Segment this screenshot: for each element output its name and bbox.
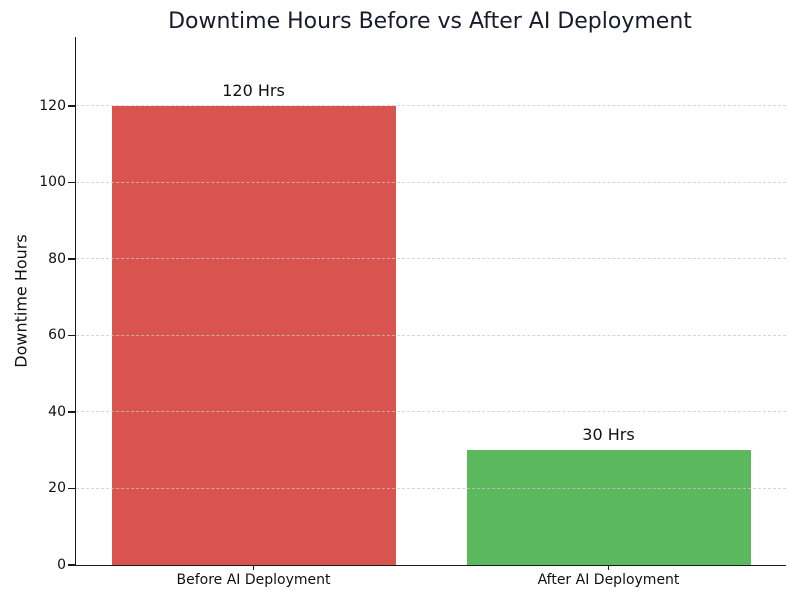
y-tick-label-20: 20 [48,480,66,497]
x-tick-label-after-ai-deployment: After AI Deployment [537,572,680,588]
bar-value-label-after-ai-deployment: 30 Hrs [582,425,635,445]
y-tick-label-40: 40 [48,403,66,420]
gridline-y-100 [76,181,786,183]
gridline-y-80 [76,258,786,260]
y-tick-mark [67,334,75,337]
plot-area: 120 Hrs Before AI Deployment 30 Hrs After A… [39,37,786,588]
y-tick-label-60: 60 [48,327,66,344]
y-tick-label-0: 0 [57,557,66,573]
x-tick-label-before-ai-deployment: Before AI Deployment [176,572,331,588]
y-tick-label-80: 80 [48,250,66,267]
gridline-y-120 [76,105,786,107]
y-tick-mark [67,411,75,413]
x-tick-mark [252,565,255,570]
gridline-y-20 [76,487,786,489]
y-tick-label-100: 100 [39,174,66,191]
y-tick-mark [67,564,75,566]
bar-after-ai-deployment [466,450,751,565]
gridline-y-60 [76,334,786,336]
gridline-y-40 [76,411,786,413]
y-tick-mark [67,105,75,107]
x-tick-mark [607,565,610,570]
y-tick-mark [67,487,75,490]
y-tick-label-120: 120 [39,97,66,114]
y-tick-mark [67,258,75,260]
chart-title: Downtime Hours Before vs After AI Deploy… [168,9,692,34]
y-tick-mark [67,181,75,184]
bar-value-label-before-ai-deployment: 120 Hrs [222,80,285,100]
